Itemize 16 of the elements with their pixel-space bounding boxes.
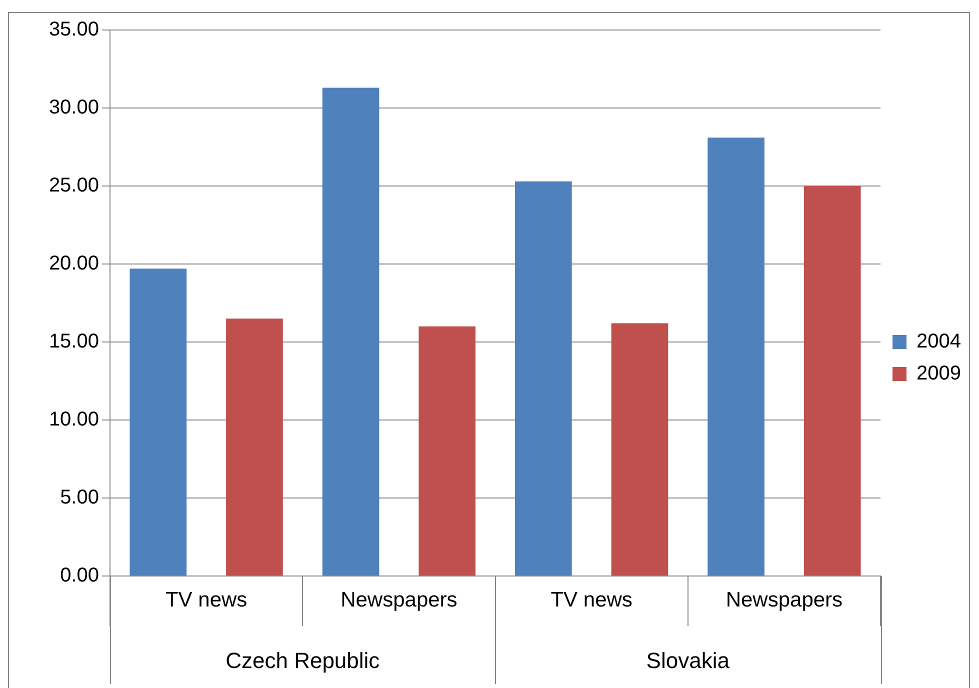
y-tick-label: 5.00 <box>60 486 99 509</box>
text: Czech Republic <box>226 648 380 674</box>
x-tick-label: Newspapers <box>726 588 843 612</box>
y-tick-label: 25.00 <box>48 174 99 197</box>
y-tick-label: 35.00 <box>48 18 99 41</box>
x-tick-label: Newspapers <box>340 588 458 612</box>
y-tick-label: 20.00 <box>48 252 99 275</box>
y-tick-label: 0.00 <box>60 564 99 587</box>
text: Slovakia <box>646 648 730 674</box>
x-tick-label: TV news <box>550 588 632 612</box>
y-tick-label: 10.00 <box>48 408 99 431</box>
y-tick-label: 15.00 <box>48 330 99 353</box>
legend-label: 2009 <box>916 362 962 385</box>
legend-label: 2004 <box>916 330 962 353</box>
x-tick-label: TV news <box>165 588 248 612</box>
y-tick-label: 30.00 <box>48 96 99 119</box>
